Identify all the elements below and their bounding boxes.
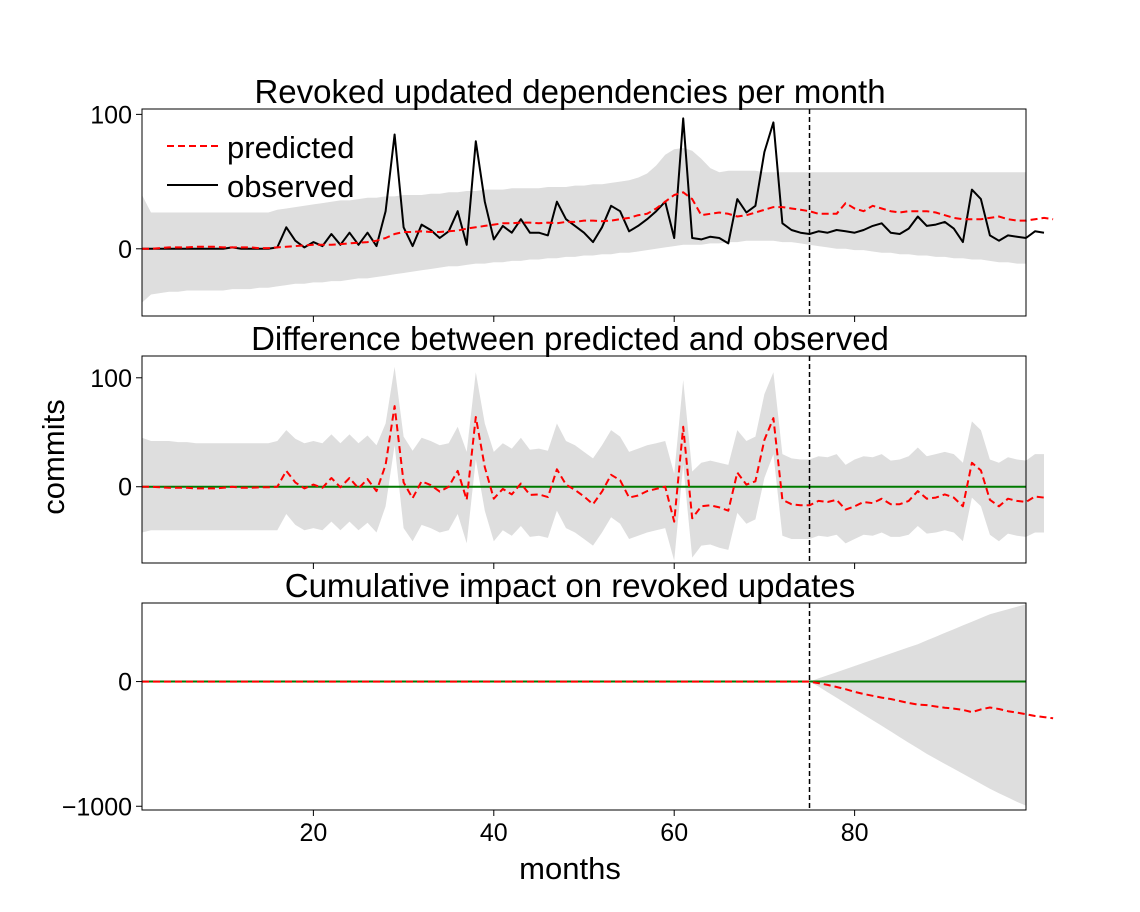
panel-revoked-ytick-label: 100 bbox=[90, 101, 132, 129]
x-axis-label: months bbox=[519, 851, 621, 886]
panel-title-revoked: Revoked updated dependencies per month bbox=[254, 73, 885, 110]
panel-cumulative-ytick-label: −1000 bbox=[62, 793, 132, 821]
xtick-label: 40 bbox=[480, 819, 508, 847]
panel-cumulative-confidence-band bbox=[142, 604, 1026, 806]
panel-cumulative-axes-frame bbox=[141, 602, 1027, 811]
panel-revoked-confidence-band bbox=[142, 148, 1026, 303]
panel-revoked-series-observed bbox=[142, 117, 1045, 250]
panel-title-difference: Difference between predicted and observe… bbox=[251, 320, 889, 357]
axis-ticks: 0 100 0 100 0 −1000 20 40 60 80 bbox=[62, 101, 869, 847]
confidence-bands bbox=[142, 148, 1044, 806]
panel-revoked-axes-frame bbox=[141, 108, 1027, 317]
data-series bbox=[142, 117, 1054, 720]
legend-label-observed: observed bbox=[227, 169, 355, 204]
xtick-label: 20 bbox=[299, 819, 327, 847]
panel-revoked-ytick-label: 0 bbox=[118, 236, 132, 264]
panel-difference-ytick-label: 0 bbox=[118, 474, 132, 502]
panel-difference-axes-frame bbox=[141, 355, 1027, 564]
legend: predicted observed bbox=[167, 130, 355, 204]
panel-cumulative-series-cumulative bbox=[142, 680, 1054, 720]
panel-cumulative-ytick-label: 0 bbox=[118, 669, 132, 697]
xtick-label: 60 bbox=[660, 819, 688, 847]
xtick-label: 80 bbox=[841, 819, 869, 847]
y-axis-label: commits bbox=[36, 399, 71, 514]
panel-difference-ytick-label: 100 bbox=[90, 365, 132, 393]
panel-title-cumulative: Cumulative impact on revoked updates bbox=[285, 567, 855, 604]
panel-revoked-series-predicted bbox=[142, 191, 1054, 250]
axes-frames bbox=[141, 108, 1027, 811]
legend-label-predicted: predicted bbox=[227, 130, 355, 165]
panel-difference-confidence-band bbox=[142, 366, 1044, 561]
